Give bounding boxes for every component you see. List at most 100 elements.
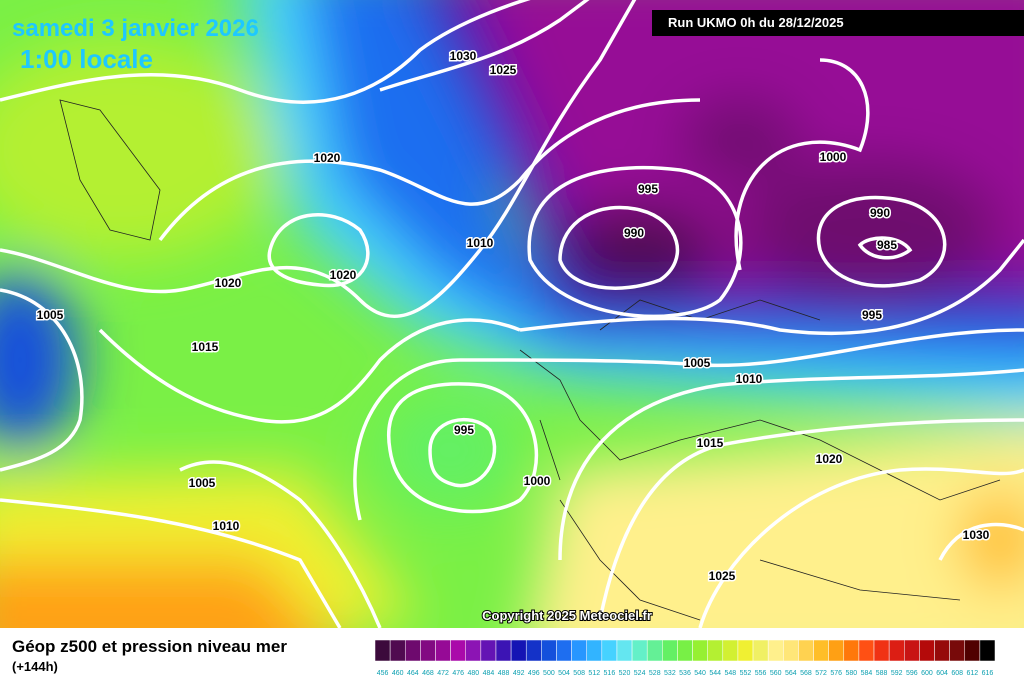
colorbar-swatch [586, 639, 603, 662]
colorbar-label: 612 [966, 670, 978, 677]
colorbar-swatch [480, 639, 497, 662]
colorbar-swatch [858, 639, 875, 662]
colorbar-label: 508 [573, 670, 585, 677]
colorbar-label: 588 [876, 670, 888, 677]
colorbar-swatch [843, 639, 860, 662]
colorbar-label: 548 [725, 670, 737, 677]
colorbar-swatch [510, 639, 527, 662]
isobar-label: 990 [624, 226, 644, 240]
colorbar-swatch [435, 639, 451, 662]
isobar-label: 1015 [697, 436, 724, 450]
colorbar-label: 476 [452, 670, 464, 677]
colorbar-label: 564 [785, 670, 797, 677]
isobar-label: 1010 [467, 236, 494, 250]
isobar-label: 1010 [736, 372, 763, 386]
map-title: samedi 3 janvier 2026 [12, 15, 259, 42]
colorbar-label: 596 [906, 670, 918, 677]
colorbar-swatch [934, 639, 950, 662]
colorbar-swatch [707, 639, 724, 662]
colorbar: 456 460 464 468 472 476 480 484 488 492 496 500 504 5… [374, 639, 996, 677]
isobar-label: 995 [454, 423, 474, 437]
isobar-label: 995 [638, 182, 658, 196]
isobar-label: 1020 [314, 151, 341, 165]
footer-title: Géop z500 et pression niveau mer [12, 637, 287, 656]
isobar-label: 1025 [709, 569, 736, 583]
colorbar-swatch [374, 639, 391, 662]
isobar-labels: 1030 1025 1020 1020 1020 1005 1015 1010 995 990 10… [35, 48, 991, 585]
colorbar-label: 524 [634, 670, 646, 677]
colorbar-label: 580 [845, 670, 857, 677]
colorbar-swatch [646, 639, 663, 662]
colorbar-label: 552 [740, 670, 752, 677]
colorbar-label: 492 [513, 670, 525, 677]
colorbar-swatch [873, 639, 890, 662]
isobar-label: 1010 [213, 519, 240, 533]
colorbar-swatch [904, 639, 920, 662]
colorbar-swatch [692, 639, 708, 662]
colorbar-swatch [465, 639, 482, 662]
colorbar-swatch [571, 639, 587, 662]
colorbar-swatch [964, 639, 981, 662]
colorbar-label: 488 [498, 670, 510, 677]
colorbar-label: 576 [830, 670, 842, 677]
colorbar-swatch [722, 639, 739, 662]
colorbar-label: 468 [422, 670, 434, 677]
colorbar-swatch [556, 639, 572, 662]
isobar-label: 1000 [524, 474, 551, 488]
colorbar-label: 484 [483, 670, 495, 677]
colorbar-label: 480 [467, 670, 479, 677]
colorbar-swatch [813, 639, 829, 662]
isobar-label: 1015 [192, 340, 219, 354]
isobar-label: 1000 [820, 150, 847, 164]
isobar-label: 1020 [215, 276, 242, 290]
colorbar-label: 512 [588, 670, 600, 677]
colorbar-swatch [919, 639, 935, 662]
colorbar-swatch [541, 639, 557, 662]
colorbar-swatch [767, 639, 784, 662]
isobar-label: 1030 [450, 49, 477, 63]
colorbar-label: 616 [982, 670, 994, 677]
colorbar-label: 568 [800, 670, 812, 677]
isobar-label: 1005 [189, 476, 216, 490]
colorbar-label: 456 [377, 670, 389, 677]
colorbar-swatch [752, 639, 769, 662]
colorbar-swatch [798, 639, 814, 662]
colorbar-swatch [979, 639, 996, 662]
colorbar-label: 460 [392, 670, 404, 677]
run-box [652, 10, 1024, 36]
isobar-label: 995 [862, 308, 882, 322]
colorbar-label: 572 [815, 670, 827, 677]
colorbar-label: 544 [709, 670, 721, 677]
colorbar-swatch [404, 639, 421, 662]
colorbar-swatch [495, 639, 512, 662]
colorbar-label: 608 [951, 670, 963, 677]
colorbar-label: 520 [619, 670, 631, 677]
isobar-label: 1020 [330, 268, 357, 282]
colorbar-label: 536 [679, 670, 691, 677]
colorbar-swatch [949, 639, 966, 662]
colorbar-swatch [783, 639, 799, 662]
isobar-label: 1005 [684, 356, 711, 370]
isobar-label: 1005 [37, 308, 64, 322]
colorbar-swatch [525, 639, 542, 662]
colorbar-swatch [828, 639, 845, 662]
footer-subtitle: (+144h) [12, 659, 58, 674]
colorbar-label: 540 [694, 670, 706, 677]
isobar-label: 1025 [490, 63, 517, 77]
colorbar-label: 496 [528, 670, 540, 677]
colorbar-label: 464 [407, 670, 419, 677]
colorbar-label: 472 [437, 670, 449, 677]
colorbar-swatch [677, 639, 693, 662]
colorbar-swatch [662, 639, 678, 662]
colorbar-label: 604 [936, 670, 948, 677]
colorbar-swatch [450, 639, 466, 662]
colorbar-label: 504 [558, 670, 570, 677]
colorbar-swatch [616, 639, 633, 662]
copyright: Copyright 2025 Meteociel.fr [482, 608, 652, 623]
colorbar-swatch [631, 639, 648, 662]
colorbar-label: 532 [664, 670, 676, 677]
isobar-label: 1020 [816, 452, 843, 466]
colorbar-label: 516 [604, 670, 616, 677]
colorbar-label: 560 [770, 670, 782, 677]
